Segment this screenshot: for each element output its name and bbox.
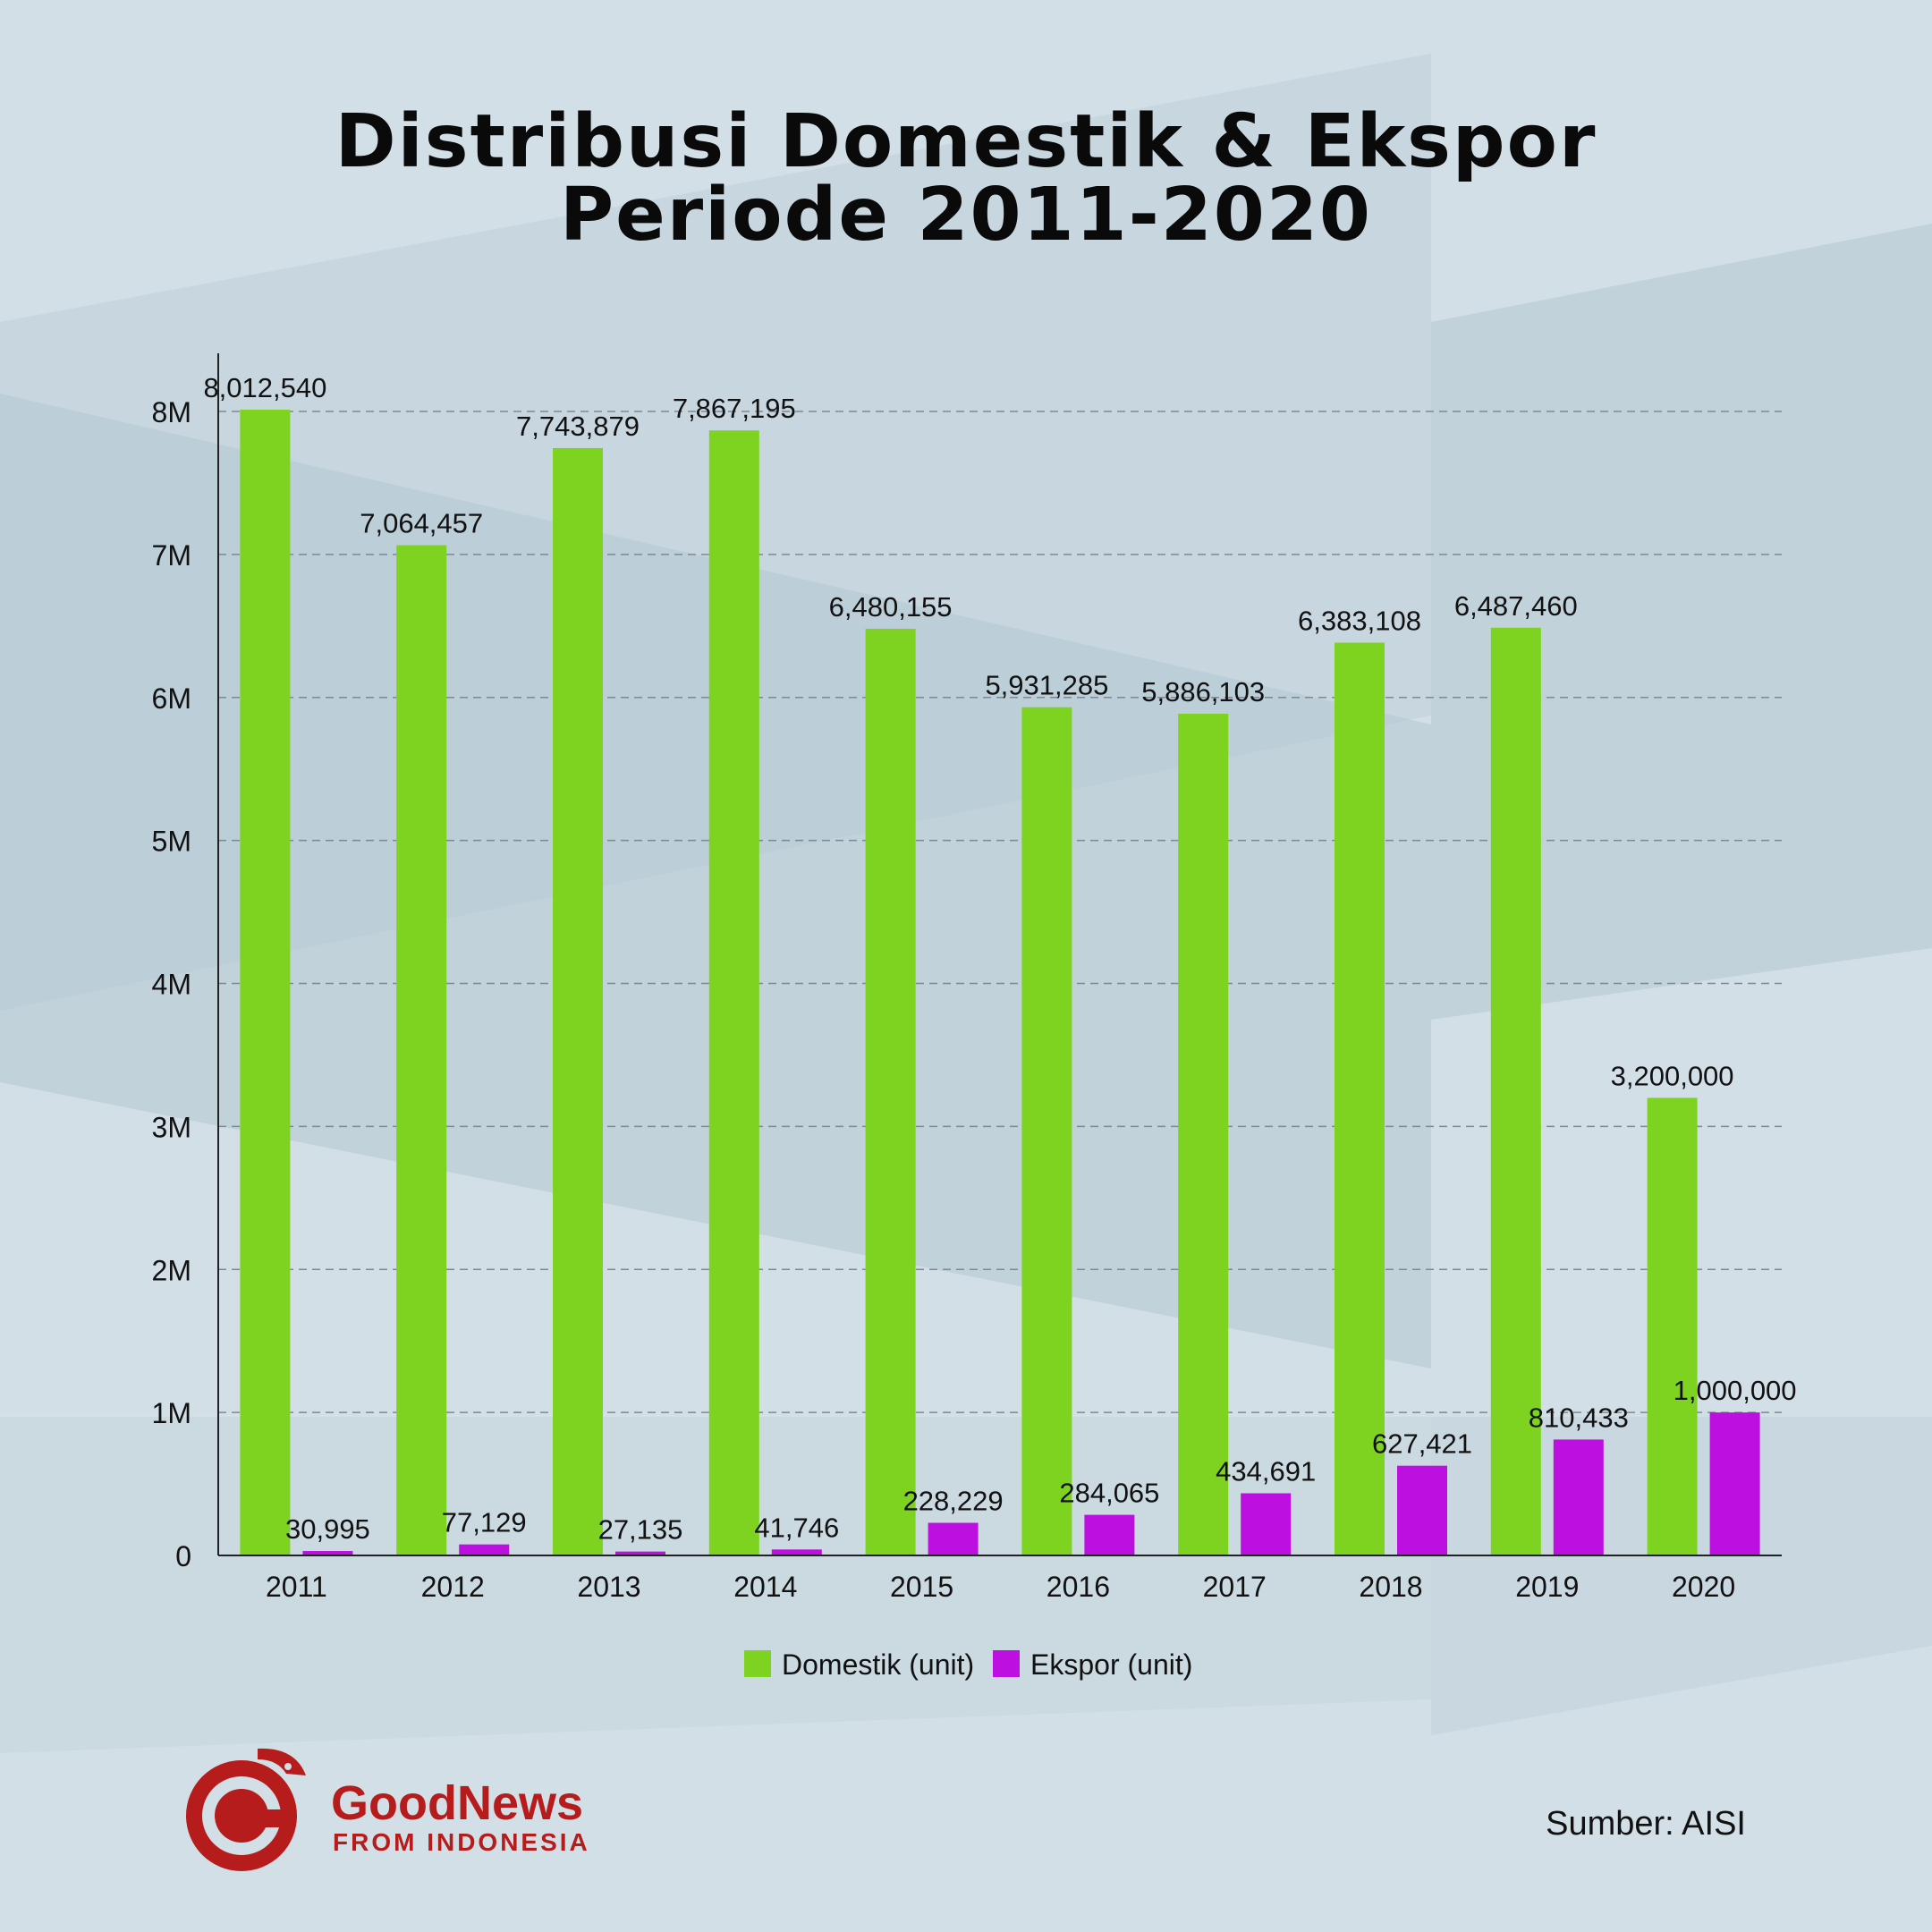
data-label-ekspor: 627,421 [1372,1428,1472,1460]
brand-name: GoodNews [331,1776,584,1830]
bar-ekspor [1397,1465,1447,1555]
data-label-domestik: 3,200,000 [1611,1060,1734,1091]
x-tick-label: 2011 [266,1571,327,1603]
bar-ekspor [771,1549,822,1555]
chart-title-line-1: Distribusi Domestik & Ekspor [335,99,1597,184]
bar-domestik [1021,707,1072,1555]
bar-domestik [1335,642,1385,1555]
bars [240,409,1760,1556]
legend-swatch-ekspor [993,1650,1020,1677]
bar-domestik [396,545,447,1555]
bar-domestik [865,628,916,1555]
bar-domestik [1490,627,1541,1555]
y-tick-label: 7M [152,539,191,572]
data-label-domestik: 7,064,457 [360,508,483,539]
bar-domestik [1178,713,1229,1555]
y-tick-label: 2M [152,1254,191,1286]
data-label-domestik: 5,886,103 [1141,676,1265,708]
y-tick-label: 1M [152,1397,191,1429]
data-label-ekspor: 284,065 [1059,1478,1159,1509]
x-tick-label: 2013 [577,1571,640,1603]
data-label-ekspor: 27,135 [598,1514,683,1546]
bar-domestik [708,430,759,1556]
x-tick-label: 2012 [421,1571,485,1603]
y-tick-label: 3M [152,1111,191,1143]
chart-title-line-2: Periode 2011-2020 [560,173,1372,258]
brand-subtitle: FROM INDONESIA [333,1828,590,1856]
data-label-domestik: 6,383,108 [1298,606,1421,637]
y-tick-label: 5M [152,826,191,858]
x-tick-label: 2016 [1046,1571,1110,1603]
x-tick-label: 2020 [1672,1571,1735,1603]
data-label-ekspor: 810,433 [1529,1402,1629,1433]
data-label-domestik: 8,012,540 [203,372,326,403]
axes: 0 1M 2M 3M 4M 5M 6M 7M 8M 2011 2012 2013 2014 2015 201… [152,353,1782,1603]
garuda-logo-icon [186,1748,306,1871]
bar-ekspor [1241,1493,1292,1555]
bar-ekspor [1709,1412,1760,1555]
data-label-ekspor: 30,995 [285,1513,370,1545]
bar-ekspor [459,1544,510,1555]
bar-ekspor [928,1522,979,1555]
x-tick-label: 2018 [1359,1571,1422,1603]
grid-lines [218,411,1782,1413]
data-label-ekspor: 77,129 [442,1507,527,1538]
bar-domestik [1647,1097,1698,1555]
x-tick-label: 2017 [1203,1571,1267,1603]
legend-label-ekspor: Ekspor (unit) [1030,1648,1192,1681]
data-label-domestik: 5,931,285 [985,670,1108,701]
data-label-ekspor: 41,746 [754,1512,839,1543]
x-tick-label: 2015 [890,1571,953,1603]
data-label-ekspor: 434,691 [1216,1456,1316,1487]
legend: Domestik (unit) Ekspor (unit) [744,1648,1192,1681]
bar-ekspor [615,1551,665,1555]
legend-label-domestik: Domestik (unit) [782,1648,974,1681]
bar-domestik [240,409,291,1556]
bar-ekspor [1553,1439,1604,1555]
y-tick-label: 6M [152,682,191,715]
data-label-ekspor: 228,229 [903,1486,1004,1517]
data-label-domestik: 6,480,155 [829,591,953,623]
y-tick-label: 0 [175,1540,191,1572]
labels: 8,012,540 7,064,457 7,743,879 7,867,195 6,48… [203,372,1796,1546]
x-tick-label: 2019 [1515,1571,1579,1603]
source-note: Sumber: AISI [1546,1805,1746,1843]
bar-ekspor [1084,1514,1135,1555]
legend-swatch-domestik [744,1650,771,1677]
y-tick-label: 8M [152,396,191,428]
y-tick-label: 4M [152,969,191,1001]
bar-ekspor [302,1551,353,1555]
data-label-domestik: 7,867,195 [673,393,796,424]
data-label-domestik: 6,487,460 [1454,590,1578,622]
bar-domestik [553,447,603,1555]
x-tick-label: 2014 [733,1571,797,1603]
data-label-ekspor: 1,000,000 [1674,1375,1797,1406]
data-label-domestik: 7,743,879 [516,411,640,442]
